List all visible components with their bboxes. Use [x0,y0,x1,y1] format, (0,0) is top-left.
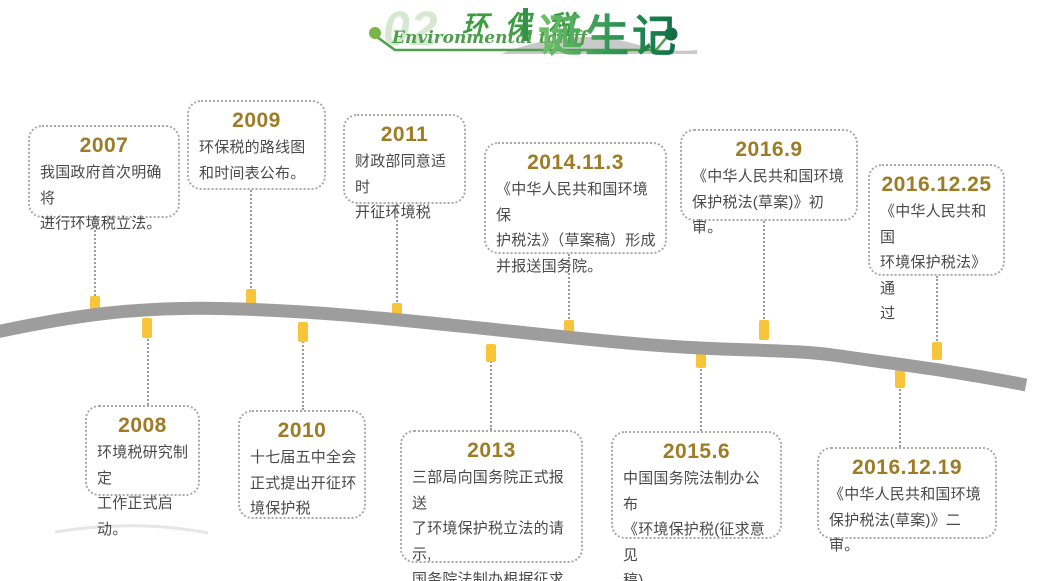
header-title-cn: 环 保 税 [462,11,579,41]
connector-2015 [700,364,702,431]
timeline-marker-2011 [392,303,402,322]
event-description: 十七届五中全会 正式提出开征环 境保护税 [250,449,357,517]
connector-2011 [396,204,398,306]
connector-2016-12-19 [899,384,901,447]
connector-2010 [302,338,304,410]
event-description: 三部局向国务院正式报送 了环境保护税立法的请示, 国务院法制办根据征求意 见对送… [412,469,565,581]
event-year: 2016.9 [735,138,803,161]
timeline-marker-2007 [90,296,100,317]
section-number: 02 [383,3,439,56]
event-box-2014-11-3: 2014.11.3 《中华人民共和国环境保 护税法》（草案稿）形成 并报送国务院… [484,142,667,275]
connector-2013 [490,358,492,430]
event-year: 2007 [79,134,129,157]
event-description: 《中华人民共和国 环境保护税法》通 过 [880,203,987,322]
timeline-marker-2014 [564,320,574,340]
event-description: 《中华人民共和国环境 保护税法(草案)》初审。 [692,168,845,236]
connector-2008 [147,334,149,405]
event-year: 2016.12.25 [881,173,992,196]
event-box-2011: 2011 财政部同意适时 开征环境税 [343,114,466,221]
timeline-marker-2009 [246,289,256,314]
event-year: 2015.6 [662,440,731,463]
header-underline [376,35,668,52]
header-title-en: Environmental tariff [392,28,588,48]
event-description: 《中华人民共和国环境 保护税法(草案)》二审。 [829,486,982,554]
timeline-marker-2016-9 [759,320,769,340]
header-dot-right [664,27,678,41]
event-box-2008: 2008 环境税研究制定 工作正式启动。 [85,405,200,538]
connector-2007 [94,218,96,300]
timeline-marker-2008 [142,318,152,338]
timeline-marker-2015 [696,347,706,368]
event-year: 2008 [118,414,167,437]
timeline-marker-2016-12-19 [895,368,905,388]
event-box-2007: 2007 我国政府首次明确将 进行环境税立法。 [28,125,180,232]
event-year: 2016.12.19 [851,456,963,479]
event-box-2013: 2013 三部局向国务院正式报送 了环境保护税立法的请示, 国务院法制办根据征求… [400,430,583,581]
connector-2016-9 [763,221,765,323]
event-year: 2010 [277,419,327,442]
event-year: 2011 [380,123,429,146]
event-box-2016-9: 2016.9 《中华人民共和国环境 保护税法(草案)》初审。 [680,129,858,236]
event-description: 中国国务院法制办公布 《环境保护税(征求意见 稿) [623,470,765,581]
event-year: 2013 [467,439,516,462]
event-box-2009: 2009 环保税的路线图 和时间表公布。 [187,100,326,190]
event-box-2010: 2010 十七届五中全会 正式提出开征环 境保护税 [238,410,366,519]
event-box-2015-6: 2015.6 中国国务院法制办公布 《环境保护税(征求意见 稿) [611,431,782,581]
connector-2014 [568,254,570,323]
header-decoration [188,27,868,54]
event-box-2016-12-19: 2016.12.19 《中华人民共和国环境 保护税法(草案)》二审。 [817,447,997,554]
event-year: 2009 [232,109,281,132]
header-dot-left [369,27,381,39]
header-divider-bar [523,8,528,41]
event-description: 《中华人民共和国环境保 护税法》（草案稿）形成 并报送国务院。 [496,181,656,275]
event-description: 我国政府首次明确将 进行环境税立法。 [40,164,162,232]
event-description: 环保税的路线图 和时间表公布。 [199,139,306,182]
event-year: 2014.11.3 [527,151,624,174]
timeline-marker-2010 [298,322,308,342]
header-subtitle: 诞生记 [538,0,679,64]
event-description: 财政部同意适时 开征环境税 [355,153,447,221]
event-box-2016-12-25: 2016.12.25 《中华人民共和国 环境保护税法》通 过 [868,164,1005,322]
timeline-marker-2016-12-25 [932,342,942,360]
connector-2009 [250,190,252,292]
timeline-marker-2013 [486,344,496,362]
event-description: 环境税研究制定 工作正式启动。 [97,444,189,538]
